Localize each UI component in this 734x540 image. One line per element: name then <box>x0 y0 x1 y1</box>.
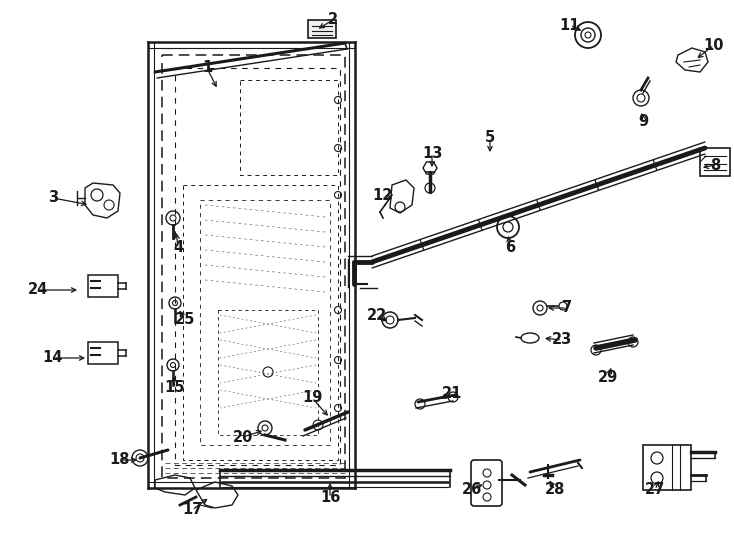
Text: 5: 5 <box>485 131 495 145</box>
Text: 7: 7 <box>562 300 572 315</box>
Text: 19: 19 <box>302 390 322 406</box>
Text: 24: 24 <box>28 282 48 298</box>
Text: 11: 11 <box>560 17 581 32</box>
Text: 2: 2 <box>328 12 338 28</box>
Text: 8: 8 <box>710 158 720 172</box>
Text: 9: 9 <box>638 114 648 130</box>
FancyBboxPatch shape <box>308 20 336 38</box>
Text: 22: 22 <box>367 307 387 322</box>
Text: 12: 12 <box>373 187 393 202</box>
Text: 28: 28 <box>545 483 565 497</box>
Text: 23: 23 <box>552 333 572 348</box>
Text: 18: 18 <box>110 453 130 468</box>
Text: 25: 25 <box>175 313 195 327</box>
Text: 29: 29 <box>598 370 618 386</box>
Text: 26: 26 <box>462 483 482 497</box>
Text: 1: 1 <box>202 60 212 76</box>
Text: 10: 10 <box>704 37 724 52</box>
Text: 16: 16 <box>320 490 340 505</box>
Text: 15: 15 <box>164 381 185 395</box>
Text: 13: 13 <box>422 145 442 160</box>
Text: 6: 6 <box>505 240 515 255</box>
Text: 17: 17 <box>182 503 202 517</box>
Text: 3: 3 <box>48 191 58 206</box>
Text: 20: 20 <box>233 429 253 444</box>
Text: 14: 14 <box>43 350 63 366</box>
Text: 21: 21 <box>442 386 462 401</box>
Text: 4: 4 <box>173 240 183 255</box>
Text: 27: 27 <box>645 483 665 497</box>
